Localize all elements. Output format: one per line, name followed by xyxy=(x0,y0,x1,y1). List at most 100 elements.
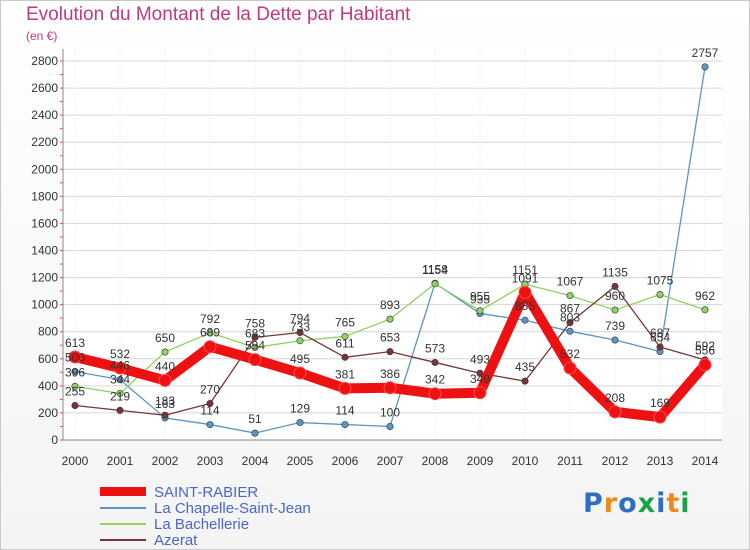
data-point-azerat xyxy=(476,369,484,377)
data-point-azerat xyxy=(116,406,124,414)
y-tick-label: 1200 xyxy=(31,271,58,285)
x-tick-label: 2003 xyxy=(197,454,224,468)
data-label-azerat: 794 xyxy=(290,312,310,326)
data-label-saint-rabier: 689 xyxy=(200,326,220,340)
y-tick-label: 800 xyxy=(38,325,58,339)
x-tick-label: 2008 xyxy=(422,454,449,468)
data-point-saint-rabier xyxy=(158,373,172,387)
data-point-la-bachellerie xyxy=(431,280,439,288)
y-tick-label: 600 xyxy=(38,352,58,366)
x-tick-label: 2005 xyxy=(287,454,314,468)
data-point-azerat xyxy=(206,399,214,407)
data-point-saint-rabier xyxy=(608,405,622,419)
data-label-la-bachellerie: 1075 xyxy=(647,273,674,287)
y-tick-label: 200 xyxy=(38,406,58,420)
data-label-la-chapelle-saint-jean: 446 xyxy=(110,359,130,373)
data-label-saint-rabier: 532 xyxy=(110,347,130,361)
data-point-la-bachellerie xyxy=(71,382,79,390)
data-point-saint-rabier xyxy=(428,387,442,401)
data-label-azerat: 270 xyxy=(200,382,220,396)
data-point-la-bachellerie xyxy=(161,348,169,356)
data-point-azerat xyxy=(296,329,304,337)
data-point-la-bachellerie xyxy=(566,292,574,300)
data-point-azerat xyxy=(341,353,349,361)
data-point-la-chapelle-saint-jean xyxy=(71,368,79,376)
data-label-la-chapelle-saint-jean: 935 xyxy=(470,292,490,306)
data-point-la-bachellerie xyxy=(656,290,664,298)
data-label-saint-rabier: 556 xyxy=(695,344,715,358)
data-label-azerat: 867 xyxy=(560,302,580,316)
logo-letter: t xyxy=(666,488,681,519)
data-label-azerat: 687 xyxy=(650,326,670,340)
data-point-saint-rabier xyxy=(248,353,262,367)
y-tick-label: 1000 xyxy=(31,298,58,312)
data-point-la-chapelle-saint-jean xyxy=(701,63,709,71)
data-point-azerat xyxy=(611,282,619,290)
data-label-azerat: 493 xyxy=(470,352,490,366)
x-tick-label: 2009 xyxy=(467,454,494,468)
data-label-azerat: 219 xyxy=(110,389,130,403)
logo-letter: i xyxy=(680,488,691,519)
x-tick-label: 2011 xyxy=(557,454,583,468)
legend-label-saint-rabier: SAINT-RABIER xyxy=(154,484,259,501)
data-point-la-bachellerie xyxy=(386,315,394,323)
x-tick-label: 2010 xyxy=(512,454,539,468)
data-point-la-chapelle-saint-jean xyxy=(206,421,214,429)
y-tick-label: 2600 xyxy=(31,81,58,95)
y-tick-label: 2800 xyxy=(31,54,58,68)
data-point-saint-rabier xyxy=(563,361,577,375)
data-label-la-chapelle-saint-jean: 2757 xyxy=(692,46,719,60)
data-label-la-bachellerie: 765 xyxy=(335,315,355,329)
data-label-la-bachellerie: 893 xyxy=(380,298,400,312)
legend-swatch-la-chapelle-saint-jean xyxy=(100,507,146,509)
data-point-la-bachellerie xyxy=(251,344,259,352)
data-label-la-bachellerie: 1151 xyxy=(512,263,538,277)
data-point-saint-rabier xyxy=(293,366,307,380)
data-label-saint-rabier: 440 xyxy=(155,359,175,373)
data-label-la-bachellerie: 650 xyxy=(155,331,175,345)
x-tick-label: 2002 xyxy=(152,454,179,468)
data-label-la-chapelle-saint-jean: 129 xyxy=(290,402,310,416)
logo-letter: i xyxy=(656,488,667,519)
data-point-saint-rabier xyxy=(203,340,217,354)
y-tick-label: 1800 xyxy=(31,189,58,203)
data-label-la-bachellerie: 792 xyxy=(200,312,220,326)
y-tick-label: 1600 xyxy=(31,216,58,230)
y-tick-label: 2000 xyxy=(31,162,58,176)
data-label-azerat: 1135 xyxy=(602,265,628,279)
data-point-la-bachellerie xyxy=(296,337,304,345)
data-label-la-chapelle-saint-jean: 51 xyxy=(248,412,262,426)
data-point-la-chapelle-saint-jean xyxy=(251,429,259,437)
data-label-azerat: 592 xyxy=(695,339,715,353)
x-tick-label: 2000 xyxy=(62,454,89,468)
logo-letter: r xyxy=(603,488,619,519)
y-tick-label: 1400 xyxy=(31,244,58,258)
x-tick-label: 2014 xyxy=(692,454,719,468)
data-label-saint-rabier: 349 xyxy=(470,372,490,386)
data-label-saint-rabier: 169 xyxy=(650,396,670,410)
legend-label-la-chapelle-saint-jean: La Chapelle-Saint-Jean xyxy=(154,500,311,517)
data-point-azerat xyxy=(431,358,439,366)
data-point-la-chapelle-saint-jean xyxy=(341,421,349,429)
data-point-saint-rabier xyxy=(698,358,712,372)
data-label-la-bachellerie: 683 xyxy=(245,327,265,341)
data-label-la-chapelle-saint-jean: 114 xyxy=(335,404,354,418)
data-label-la-chapelle-saint-jean: 506 xyxy=(65,351,85,365)
data-label-la-bachellerie: 1154 xyxy=(422,263,448,277)
data-point-saint-rabier xyxy=(518,285,532,299)
x-tick-label: 2001 xyxy=(107,454,134,468)
data-label-la-chapelle-saint-jean: 100 xyxy=(380,405,400,419)
data-label-saint-rabier: 613 xyxy=(65,336,85,350)
data-label-saint-rabier: 1091 xyxy=(512,271,539,285)
data-point-la-bachellerie xyxy=(701,306,709,314)
data-label-la-bachellerie: 1067 xyxy=(557,275,584,289)
y-tick-label: 0 xyxy=(51,433,58,447)
data-point-azerat xyxy=(251,333,259,341)
data-point-la-chapelle-saint-jean xyxy=(386,422,394,430)
data-point-saint-rabier xyxy=(338,381,352,395)
data-label-saint-rabier: 386 xyxy=(380,367,400,381)
data-point-la-bachellerie xyxy=(341,332,349,340)
data-point-saint-rabier xyxy=(68,350,82,364)
data-point-azerat xyxy=(161,411,169,419)
chart-unit: (en €) xyxy=(26,29,58,43)
